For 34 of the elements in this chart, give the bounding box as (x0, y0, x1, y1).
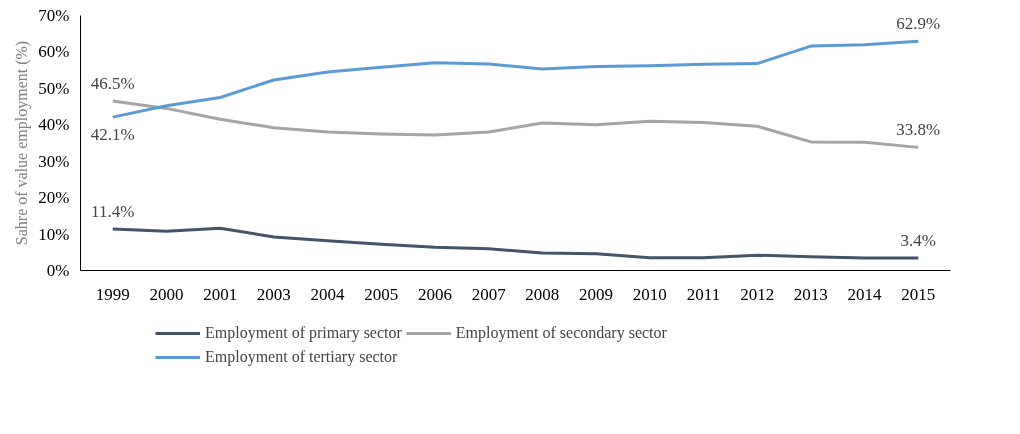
x-tick-label: 2001 (203, 284, 238, 304)
y-tick-label: 30% (38, 151, 70, 171)
y-tick-label: 20% (38, 188, 70, 208)
y-tick-label: 40% (38, 115, 70, 135)
x-tick-label: 2015 (901, 284, 936, 304)
x-tick-label: 2009 (579, 284, 614, 304)
y-tick-label: 70% (38, 6, 70, 25)
data-label: 62.9% (896, 14, 941, 34)
x-tick-label: 2014 (847, 284, 883, 304)
data-label: 46.5% (90, 74, 135, 94)
y-tick-label: 50% (38, 78, 70, 98)
x-tick-label: 2012 (740, 284, 775, 304)
x-tick-label: 2006 (417, 284, 452, 304)
data-label: 11.4% (91, 201, 135, 221)
x-tick-label: 2013 (793, 284, 828, 304)
x-tick-label: 2003 (256, 284, 291, 304)
y-axis-title: Sahre of value employment (%) (13, 40, 32, 246)
y-tick-label: 10% (38, 224, 70, 244)
x-tick-label: 2008 (525, 284, 560, 304)
data-label: 33.8% (896, 120, 941, 140)
legend-label: Employment of primary sector (205, 324, 402, 342)
y-tick-label: 0% (46, 261, 70, 280)
x-tick-label: 2005 (364, 284, 399, 304)
x-tick-label: 2011 (686, 284, 721, 304)
data-label: 42.1% (90, 125, 135, 145)
legend-label: Employment of tertiary sector (205, 348, 398, 366)
x-tick-label: 2010 (632, 284, 667, 304)
y-tick-label: 60% (38, 42, 70, 62)
legend-label: Employment of secondary sector (455, 324, 667, 342)
x-tick-label: 1999 (95, 284, 130, 304)
x-tick-label: 2004 (310, 284, 346, 304)
x-tick-label: 2000 (149, 284, 184, 304)
x-tick-label: 2007 (471, 284, 507, 304)
data-label: 3.4% (900, 231, 936, 251)
